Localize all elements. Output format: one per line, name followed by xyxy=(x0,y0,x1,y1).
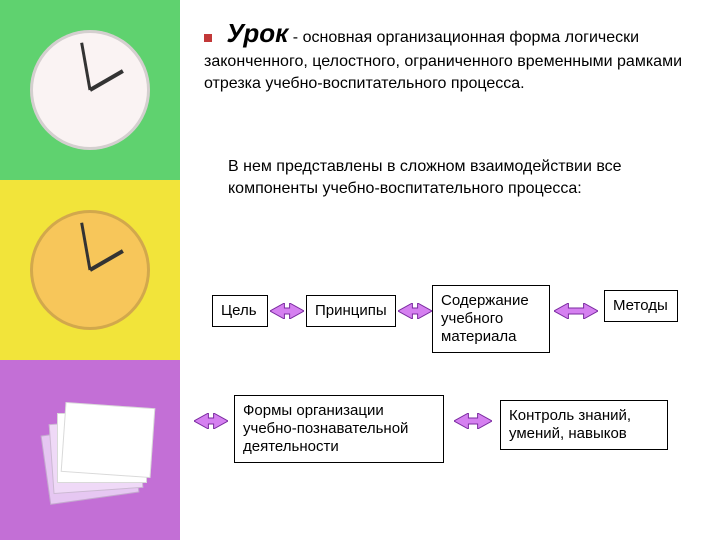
diagram-box-goal: Цель xyxy=(212,295,268,327)
double-arrow-3 xyxy=(554,303,598,319)
double-arrow-2 xyxy=(398,303,432,319)
double-arrow-4 xyxy=(194,413,228,429)
diagram-box-forms: Формы организации учебно-познавательной … xyxy=(234,395,444,463)
double-arrow-1 xyxy=(270,303,304,319)
diagram-box-content: Содержание учебного материала xyxy=(432,285,550,353)
sidebar-tile-2 xyxy=(0,180,180,360)
double-arrow-5 xyxy=(454,413,492,429)
diagram-box-principles: Принципы xyxy=(306,295,396,327)
heading-dash: - xyxy=(288,29,302,46)
definition-paragraph: Урок - основная организационная форма ло… xyxy=(204,16,694,94)
diagram-box-control: Контроль знаний, умений, навыков xyxy=(500,400,668,450)
decorative-sidebar xyxy=(0,0,180,540)
diagram-box-methods: Методы xyxy=(604,290,678,322)
heading-word: Урок xyxy=(226,18,288,48)
main-content: Урок - основная организационная форма ло… xyxy=(190,0,710,540)
intro-paragraph: В нем представлены в сложном взаимодейст… xyxy=(228,156,688,199)
sidebar-tile-3 xyxy=(0,360,180,540)
components-diagram: Цель Принципы Содержание учебного материал… xyxy=(200,285,710,505)
bullet-icon xyxy=(204,34,212,42)
sidebar-tile-1 xyxy=(0,0,180,180)
